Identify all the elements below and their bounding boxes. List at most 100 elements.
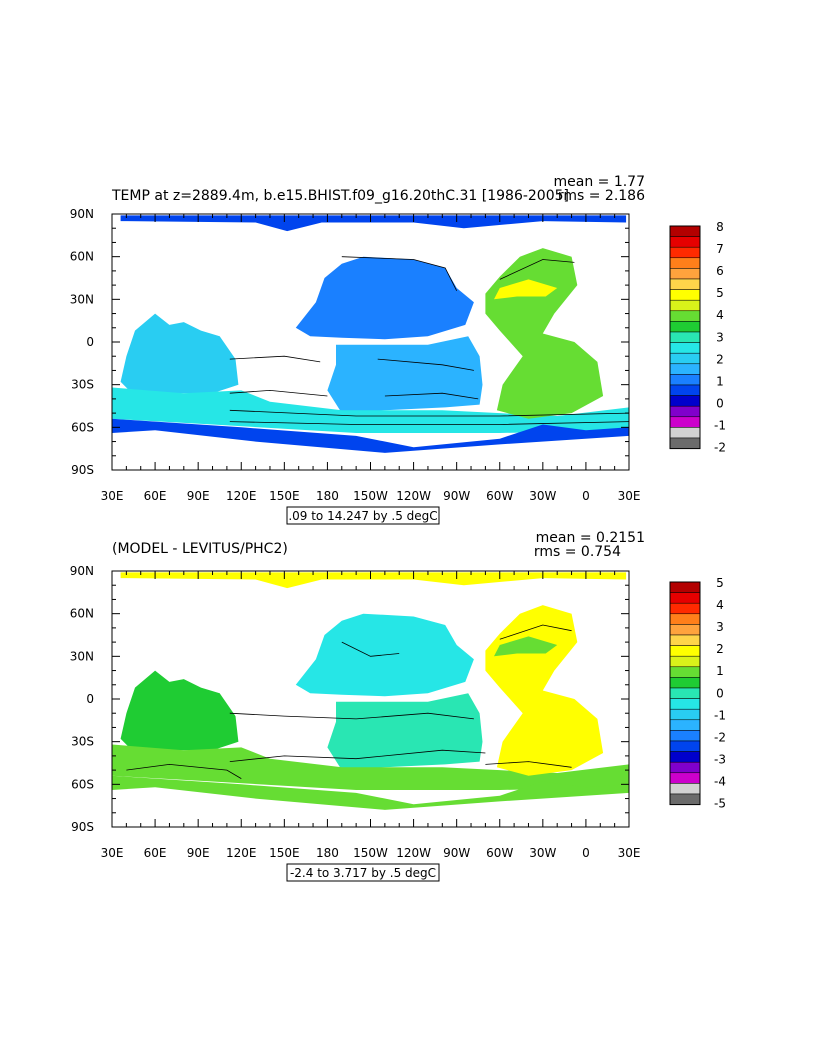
colorbar-label: -1 [714, 708, 726, 722]
contour-line [229, 712, 474, 720]
colorbar-label: 4 [716, 308, 724, 322]
colorbar-swatch [669, 246, 701, 259]
colorbar-swatch [669, 602, 701, 615]
y-tick-label: 30N [70, 292, 94, 306]
panel-title: (MODEL - LEVITUS/PHC2) [112, 541, 288, 557]
colorbar-swatch [669, 677, 701, 689]
y-tick-label: 60N [70, 607, 94, 621]
x-axis: 30E 60E 90E 120E 150E 180 150W 120W 90W 60W 30W 0 30… [101, 571, 641, 860]
colorbar-swatch [669, 751, 701, 763]
colorbar-label: 6 [716, 264, 724, 278]
x-tick-label: 150W [353, 489, 388, 503]
colorbar-label: -5 [714, 797, 726, 811]
colorbar-swatch [669, 581, 701, 593]
colorbar: 8 7 6 5 4 3 2 1 0 -1 -2 [669, 220, 726, 455]
colorbar-swatch [669, 666, 701, 678]
colorbar-label: 8 [716, 220, 724, 234]
region-antarctic [112, 775, 629, 810]
colorbar-swatch [669, 342, 701, 354]
y-tick-label: 90S [71, 463, 94, 477]
colorbar-swatch [669, 395, 701, 407]
colorbar-label: 3 [716, 620, 724, 634]
y-tick-label: 30S [71, 378, 94, 392]
colorbar-swatch [669, 405, 701, 418]
x-tick-label: 150E [269, 846, 300, 860]
colorbar-swatch [669, 761, 701, 774]
colorbar-swatch [669, 698, 701, 710]
colorbar-swatch [669, 613, 701, 625]
x-tick-label: 90E [187, 846, 210, 860]
x-tick-label: 60E [144, 846, 167, 860]
panel-difference: (MODEL - LEVITUS/PHC2) mean = 0.2151 rms… [70, 530, 726, 882]
colorbar-swatch [669, 624, 701, 636]
x-tick-label: 120E [226, 489, 257, 503]
x-tick-label: 60W [486, 489, 513, 503]
region-indian [120, 313, 239, 394]
colorbar-swatch [669, 289, 701, 301]
region-atlantic [485, 248, 604, 419]
region-arctic [120, 572, 627, 589]
x-tick-label: 90E [187, 489, 210, 503]
colorbar-swatch [669, 783, 701, 795]
colorbar-swatch [669, 299, 701, 312]
colorbar-swatch [669, 236, 701, 248]
y-tick-label: 60N [70, 250, 94, 264]
colorbar-swatch [669, 321, 701, 333]
x-tick-label: 30W [529, 846, 556, 860]
colorbar-label: 5 [716, 286, 724, 300]
y-tick-label: 30N [70, 649, 94, 663]
colorbar-swatch [669, 331, 701, 343]
x-tick-label: 30E [618, 846, 641, 860]
region-med [494, 636, 558, 657]
colorbar-label: 7 [716, 242, 724, 256]
contour-info-box [286, 506, 440, 525]
contour-line [341, 256, 458, 291]
colorbar-swatch [669, 730, 701, 742]
colorbar-swatch [669, 793, 701, 805]
x-tick-label: 180 [316, 846, 339, 860]
colorbar-swatch [669, 740, 701, 752]
y-axis: 90N 60N 30N 0 30S 60S 90S [70, 564, 629, 834]
colorbar-label: 0 [716, 396, 724, 410]
rms-label: rms = 2.186 [558, 188, 645, 204]
colorbar-swatch [669, 437, 701, 449]
colorbar-swatch [669, 225, 701, 237]
colorbar: 5 4 3 2 1 0 -1 -2 -3 -4 -5 [669, 576, 726, 811]
x-tick-label: 180 [316, 489, 339, 503]
colorbar-swatch [669, 310, 701, 322]
contour-info: .09 to 14.247 by .5 degC [288, 509, 437, 523]
colorbar-label: -2 [714, 730, 726, 744]
ocean-regions [112, 215, 629, 453]
x-tick-label: 30E [101, 489, 124, 503]
y-tick-label: 0 [86, 335, 94, 349]
x-tick-label: 30W [529, 489, 556, 503]
contour-line [229, 389, 328, 397]
y-tick-label: 60S [71, 420, 94, 434]
colorbar-swatch [669, 655, 701, 668]
y-tick-label: 90S [71, 820, 94, 834]
y-tick-label: 30S [71, 735, 94, 749]
colorbar-swatch [669, 278, 701, 290]
colorbar-swatch [669, 592, 701, 604]
colorbar-swatch [669, 634, 701, 646]
region-pacific-north [295, 256, 474, 340]
colorbar-swatch [669, 687, 701, 699]
panel-title: TEMP at z=2889.4m, b.e15.BHIST.f09_g16.2… [111, 188, 569, 204]
colorbar-label: -1 [714, 419, 726, 433]
x-tick-label: 150W [353, 846, 388, 860]
x-tick-label: 120W [396, 846, 431, 860]
x-axis: 30E 60E 90E 120E 150E 180 150W 120W 90W 60W 30W 0 30… [101, 214, 640, 503]
colorbar-swatch [669, 645, 701, 657]
y-axis: 90N 60N 30N 0 30S 60S 90S [70, 207, 629, 477]
x-tick-label: 90W [443, 489, 470, 503]
contour-line [384, 392, 479, 400]
colorbar-label: -4 [714, 775, 726, 789]
ocean-regions [112, 572, 629, 810]
y-tick-label: 0 [86, 692, 94, 706]
rms-label: rms = 0.754 [534, 544, 621, 560]
x-tick-label: 90W [443, 846, 470, 860]
colorbar-swatch [669, 384, 701, 396]
colorbar-label: -2 [714, 441, 726, 455]
x-tick-label: 0 [582, 489, 590, 503]
